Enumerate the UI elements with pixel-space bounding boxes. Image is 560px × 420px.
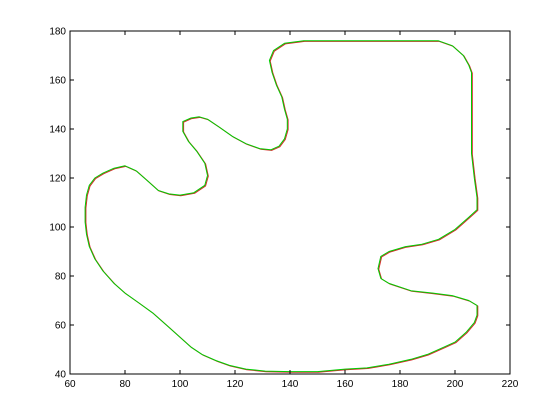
y-tick-label: 100 bbox=[49, 223, 66, 234]
y-tick-label: 40 bbox=[55, 370, 67, 381]
x-tick-label: 60 bbox=[64, 379, 76, 390]
y-tick-label: 160 bbox=[49, 76, 66, 87]
y-tick-label: 180 bbox=[49, 27, 66, 38]
plot-area bbox=[70, 31, 510, 374]
x-tick-label: 180 bbox=[392, 379, 409, 390]
x-tick-label: 140 bbox=[282, 379, 299, 390]
y-tick-label: 120 bbox=[49, 174, 66, 185]
x-tick-label: 160 bbox=[337, 379, 354, 390]
y-tick-label: 80 bbox=[55, 272, 67, 283]
y-tick-label: 60 bbox=[55, 321, 67, 332]
x-tick-label: 80 bbox=[119, 379, 131, 390]
x-tick-label: 200 bbox=[447, 379, 464, 390]
x-tick-label: 220 bbox=[502, 379, 519, 390]
x-tick-label: 120 bbox=[227, 379, 244, 390]
x-tick-label: 100 bbox=[172, 379, 189, 390]
y-tick-label: 140 bbox=[49, 125, 66, 136]
